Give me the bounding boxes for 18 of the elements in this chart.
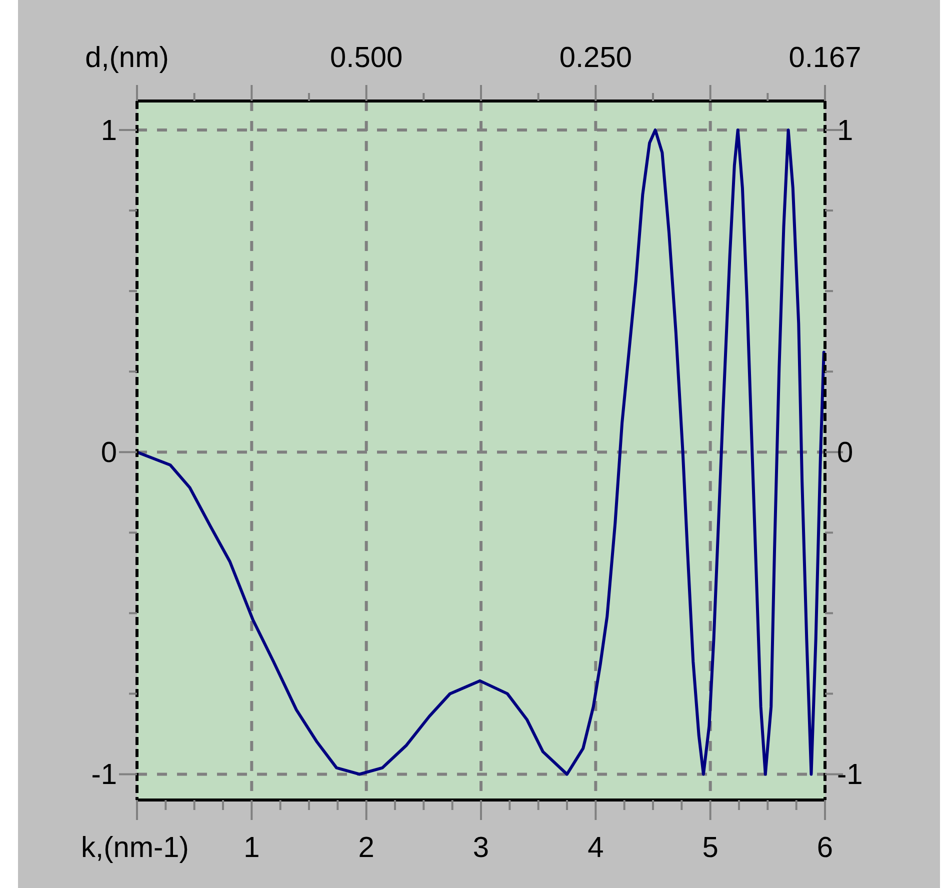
y2-tick-label: -1 bbox=[837, 759, 863, 792]
y-tick-label: -1 bbox=[91, 759, 117, 792]
x-tick-label: 6 bbox=[816, 832, 834, 864]
y2-tick-label: 1 bbox=[837, 114, 854, 147]
x-tick-label: 1 bbox=[244, 832, 260, 864]
x-tick-label: 3 bbox=[472, 832, 490, 864]
text: 0.167 bbox=[788, 42, 862, 74]
y-tick-label: 1 bbox=[100, 114, 117, 147]
x-axis-title: k,(nm-1) bbox=[81, 832, 189, 864]
x-tick-label: 4 bbox=[588, 832, 604, 864]
text: 0.500 bbox=[330, 42, 403, 74]
y-tick-label: 0 bbox=[100, 437, 117, 470]
y2-tick-label: 0 bbox=[837, 437, 854, 470]
x-tick-label: 5 bbox=[702, 832, 718, 864]
x-tick-label: 2 bbox=[358, 832, 374, 864]
text: 0.250 bbox=[559, 42, 632, 74]
line-series bbox=[136, 128, 826, 776]
text: d,(nm) bbox=[85, 42, 169, 74]
